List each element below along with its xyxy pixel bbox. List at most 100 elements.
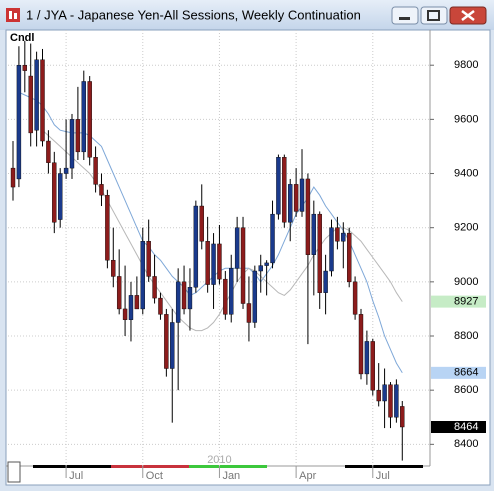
candle-body (335, 227, 340, 242)
price-marker-label: 8664 (454, 367, 478, 379)
x-tick-label: Oct (146, 470, 163, 482)
candle-body (22, 65, 28, 71)
session-strip (111, 465, 189, 468)
candle-body (276, 157, 281, 215)
y-tick-label: 9000 (454, 276, 478, 288)
y-tick-label: 8600 (454, 384, 478, 396)
x-tick-label: Jul (69, 470, 83, 482)
candle-body (28, 75, 33, 134)
candle-body (164, 314, 169, 369)
price-marker-label: 8464 (454, 421, 478, 433)
candle-body (81, 81, 86, 153)
candle-body (329, 227, 334, 272)
candle-body (140, 241, 145, 310)
candle-body (317, 213, 322, 293)
window-title: 1 / JYA - Japanese Yen-All Sessions, Wee… (26, 7, 361, 22)
candle-body (234, 227, 240, 269)
candle-body (181, 281, 187, 310)
y-tick-label: 9400 (454, 167, 478, 179)
candle-body (134, 295, 140, 310)
app-icon-bar (9, 11, 12, 19)
candle-body (75, 119, 81, 153)
candle-body (376, 389, 381, 402)
minimize-button[interactable] (391, 6, 419, 25)
y-tick-label: 9800 (454, 59, 478, 71)
y-tick-label: 9200 (454, 222, 478, 234)
price-marker-label: 8927 (454, 296, 478, 308)
app-icon-bar (14, 13, 17, 19)
candle-body (299, 178, 305, 212)
candle-body (63, 167, 69, 174)
candle-body (128, 295, 134, 320)
candle-body (116, 276, 122, 310)
candle-body (40, 59, 45, 142)
y-tick-label: 8800 (454, 330, 478, 342)
candle-body (205, 241, 210, 285)
session-strip (345, 465, 423, 468)
candle-body (246, 303, 252, 323)
candle-body (270, 213, 275, 264)
candle-body (382, 384, 387, 402)
candle-body (170, 322, 175, 369)
candle-body (10, 167, 16, 188)
minimize-icon (399, 17, 410, 20)
candle-body (400, 406, 405, 428)
candle-body (152, 276, 157, 299)
candle-body (105, 194, 110, 261)
candle-body (122, 308, 128, 320)
maximize-icon (427, 10, 440, 21)
candle-body (34, 59, 39, 131)
price-marker (431, 295, 486, 308)
price-marker (431, 366, 486, 379)
candle-body (358, 314, 364, 375)
session-strip (33, 465, 111, 468)
candle-body (111, 259, 116, 277)
candle-body (187, 287, 193, 310)
candle-body (87, 81, 92, 158)
app-icon (6, 8, 20, 22)
candle-body (346, 232, 352, 283)
indicator-label: Cndl (10, 32, 34, 44)
chart-panel (5, 29, 491, 486)
candle-body (223, 278, 228, 315)
candle-body (93, 157, 98, 185)
candle-body (99, 184, 104, 196)
y-tick-label: 9600 (454, 113, 478, 125)
candle-body (264, 262, 269, 266)
maximize-button[interactable] (420, 6, 448, 25)
x-tick-label: Jan (222, 470, 240, 482)
candle-body (293, 184, 299, 212)
candle-body (258, 265, 263, 272)
candle-body (282, 157, 287, 223)
candle-body (388, 384, 393, 418)
session-strip (189, 465, 267, 468)
price-marker (431, 421, 486, 434)
scroll-box[interactable] (7, 461, 21, 483)
candle-body (193, 205, 199, 288)
candle-body (252, 270, 258, 323)
candle-body (175, 281, 181, 323)
candle-body (57, 173, 63, 220)
candle-body (364, 341, 370, 375)
candle-body (394, 384, 399, 418)
candle-body (370, 341, 375, 391)
x-tick-label: Apr (299, 470, 316, 482)
candle-body (69, 119, 75, 169)
candle-body (341, 232, 346, 242)
candle-body (305, 178, 311, 255)
candle-body (158, 297, 163, 315)
candle-body (217, 243, 222, 280)
candle-body (288, 184, 293, 223)
candle-body (229, 268, 234, 315)
candle-body (311, 213, 317, 255)
candle-body (323, 270, 328, 293)
candle-body (146, 241, 151, 277)
close-icon (461, 10, 475, 21)
candle-body (46, 140, 51, 163)
year-label: 2010 (207, 454, 231, 466)
candle-body (199, 205, 204, 242)
candle-body (52, 162, 57, 223)
y-tick-label: 8400 (454, 438, 478, 450)
